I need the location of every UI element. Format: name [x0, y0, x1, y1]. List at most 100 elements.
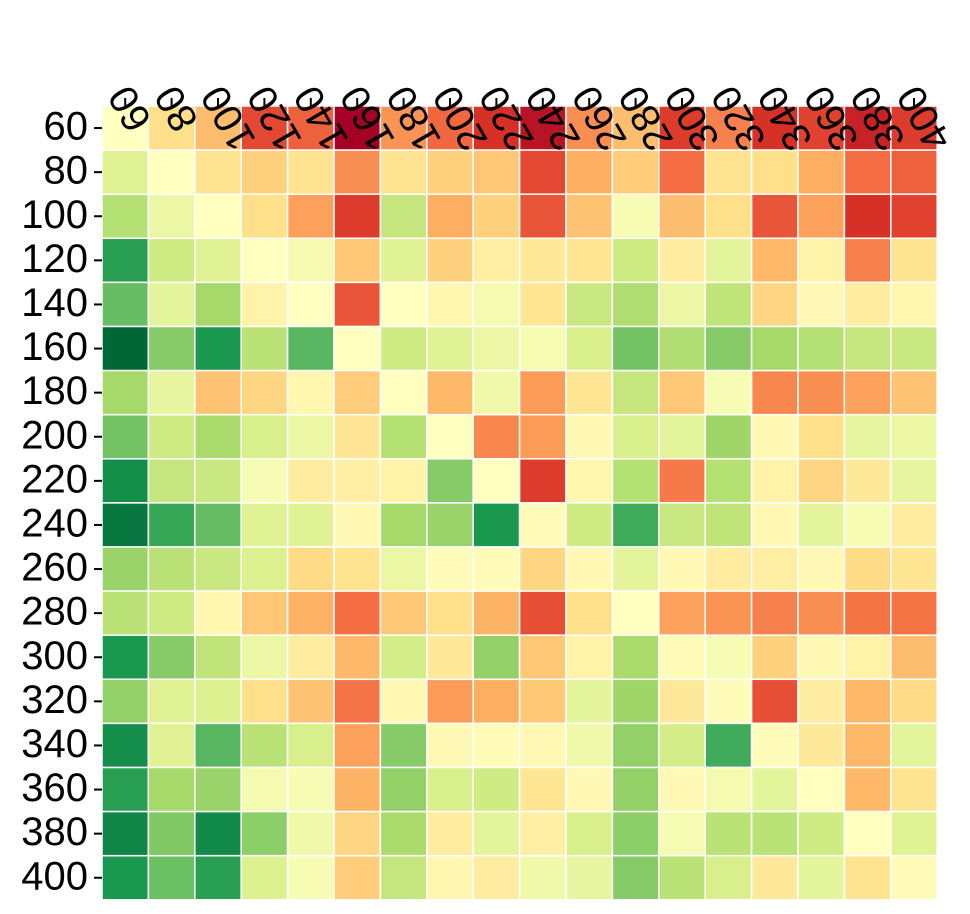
heatmap-cell-360-200 [426, 766, 474, 813]
heatmap-cell-180-240 [518, 369, 567, 416]
heatmap-cell-160-140 [286, 325, 335, 372]
heatmap-cell-260-380 [843, 546, 892, 592]
heatmap-cell-340-240 [518, 722, 567, 769]
heatmap-cell-80-360 [797, 149, 846, 195]
heatmap-cell-300-220 [472, 634, 521, 681]
heatmap-cell-240-300 [658, 502, 706, 548]
heatmap-cell-200-340 [750, 413, 799, 460]
heatmap-cell-300-60 [101, 634, 150, 681]
heatmap-cell-100-400 [890, 193, 938, 240]
heatmap-cell-220-340 [750, 458, 799, 504]
heatmap-cell-320-300 [658, 678, 706, 725]
heatmap-cell-280-380 [843, 590, 892, 636]
heatmap-cell-100-180 [379, 193, 428, 240]
heatmap-cell-240-200 [426, 502, 474, 548]
heatmap-cell-320-60 [101, 678, 150, 725]
heatmap-cell-80-100 [194, 149, 242, 195]
heatmap-cell-160-120 [240, 325, 289, 372]
heatmap-cell-160-260 [565, 325, 614, 372]
heatmap-cell-100-260 [565, 193, 614, 240]
heatmap-cell-200-380 [843, 413, 892, 460]
heatmap-cell-240-400 [890, 502, 938, 548]
heatmap-cell-240-240 [518, 502, 567, 548]
heatmap-cell-400-80 [147, 854, 196, 901]
heatmap-cell-380-400 [890, 810, 938, 857]
heatmap-cell-380-140 [286, 810, 335, 857]
heatmap-cell-400-320 [704, 854, 753, 901]
heatmap-cell-280-220 [472, 590, 521, 636]
heatmap-cell-160-300 [658, 325, 706, 372]
heatmap-cell-120-360 [797, 237, 846, 284]
y-tick-label-300: 300 [21, 634, 88, 678]
heatmap-cell-300-100 [194, 634, 242, 681]
heatmap-cell-180-180 [379, 369, 428, 416]
heatmap-cell-400-200 [426, 854, 474, 901]
heatmap-cell-260-120 [240, 546, 289, 592]
heatmap-cell-80-300 [658, 149, 706, 195]
heatmap-cell-220-380 [843, 458, 892, 504]
heatmap-cell-260-180 [379, 546, 428, 592]
heatmap-cell-160-380 [843, 325, 892, 372]
heatmap-cell-340-380 [843, 722, 892, 769]
heatmap-cell-300-200 [426, 634, 474, 681]
heatmap-cell-200-200 [426, 413, 474, 460]
heatmap-cell-100-340 [750, 193, 799, 240]
heatmap-cell-100-160 [333, 193, 382, 240]
heatmap-cell-260-360 [797, 546, 846, 592]
heatmap-cell-280-180 [379, 590, 428, 636]
heatmap-cell-180-320 [704, 369, 753, 416]
heatmap-cell-280-120 [240, 590, 289, 636]
heatmap-cell-240-60 [101, 502, 150, 548]
heatmap-cell-60-400 [890, 105, 938, 151]
heatmap-cell-360-320 [704, 766, 753, 813]
heatmap-cell-400-220 [472, 854, 521, 901]
heatmap-cell-300-300 [658, 634, 706, 681]
heatmap-cell-320-200 [426, 678, 474, 725]
heatmap-cell-280-60 [101, 590, 150, 636]
heatmap-cell-400-300 [658, 854, 706, 901]
heatmap-cell-220-320 [704, 458, 753, 504]
heatmap-cell-180-220 [472, 369, 521, 416]
heatmap-cell-300-280 [611, 634, 660, 681]
y-tick-label-340: 340 [21, 722, 88, 766]
heatmap-cell-120-120 [240, 237, 289, 284]
heatmap-cell-120-220 [472, 237, 521, 284]
heatmap-cell-80-260 [565, 149, 614, 195]
heatmap-cell-200-240 [518, 413, 567, 460]
y-tick-label-220: 220 [21, 457, 88, 501]
heatmap-cell-80-200 [426, 149, 474, 195]
heatmap-cell-80-140 [286, 149, 335, 195]
heatmap-cell-160-280 [611, 325, 660, 372]
heatmap-cell-140-400 [890, 281, 938, 328]
heatmap-cell-400-240 [518, 854, 567, 901]
heatmap-cell-140-240 [518, 281, 567, 328]
heatmap-cell-180-380 [843, 369, 892, 416]
heatmap-cell-340-340 [750, 722, 799, 769]
heatmap-cell-360-300 [658, 766, 706, 813]
y-tick-label-260: 260 [21, 546, 88, 590]
heatmap-cell-240-220 [472, 502, 521, 548]
heatmap-cell-380-200 [426, 810, 474, 857]
heatmap-cell-220-60 [101, 458, 150, 504]
heatmap-cell-320-380 [843, 678, 892, 725]
heatmap-cell-360-80 [147, 766, 196, 813]
heatmap-cell-100-280 [611, 193, 660, 240]
heatmap-cell-200-320 [704, 413, 753, 460]
heatmap-cell-220-300 [658, 458, 706, 504]
heatmap-cell-380-180 [379, 810, 428, 857]
heatmap-cell-260-240 [518, 546, 567, 592]
heatmap-cell-140-360 [797, 281, 846, 328]
y-tick-label-140: 140 [21, 281, 88, 325]
heatmap-cell-380-280 [611, 810, 660, 857]
heatmap-cell-360-380 [843, 766, 892, 813]
heatmap-cell-240-360 [797, 502, 846, 548]
heatmap-cell-160-360 [797, 325, 846, 372]
heatmap-cell-140-320 [704, 281, 753, 328]
heatmap-cell-200-120 [240, 413, 289, 460]
heatmap-cell-140-220 [472, 281, 521, 328]
heatmap-cell-180-140 [286, 369, 335, 416]
heatmap-cell-380-320 [704, 810, 753, 857]
y-tick-label-320: 320 [21, 678, 88, 722]
heatmap-cell-240-80 [147, 502, 196, 548]
heatmap-cell-280-140 [286, 590, 335, 636]
